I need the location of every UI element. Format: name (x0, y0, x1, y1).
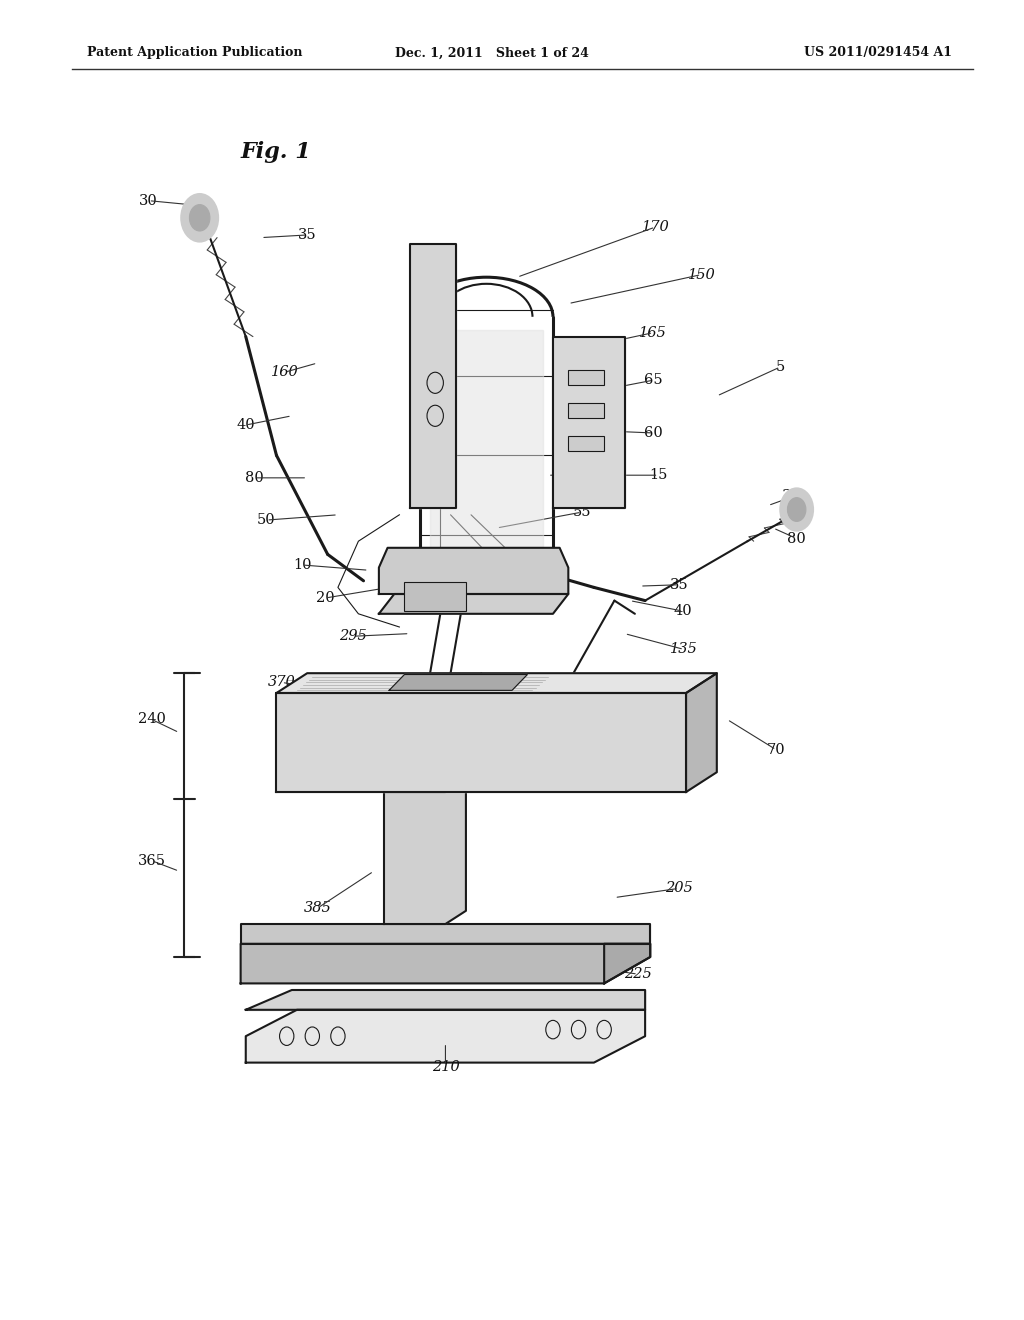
Text: Patent Application Publication: Patent Application Publication (87, 46, 302, 59)
Text: 40: 40 (237, 418, 255, 432)
Text: 410: 410 (598, 730, 627, 743)
Text: 80: 80 (787, 532, 806, 545)
Circle shape (189, 205, 210, 231)
Polygon shape (241, 924, 650, 944)
Text: 135: 135 (670, 643, 698, 656)
Text: 165: 165 (639, 326, 668, 339)
Text: 50: 50 (257, 513, 275, 527)
Polygon shape (241, 944, 650, 983)
Text: 160: 160 (270, 366, 299, 379)
Polygon shape (246, 990, 645, 1010)
Text: 65: 65 (644, 374, 663, 387)
Text: 385: 385 (303, 902, 332, 915)
Text: 30': 30' (782, 490, 805, 503)
Text: 295: 295 (339, 630, 368, 643)
Polygon shape (379, 594, 568, 614)
Text: 80: 80 (245, 471, 263, 484)
Text: Fig. 1: Fig. 1 (241, 141, 311, 162)
Text: 15: 15 (649, 469, 668, 482)
Bar (568, 370, 604, 385)
Text: 70: 70 (767, 743, 785, 756)
Bar (568, 436, 604, 451)
Text: 35: 35 (670, 578, 688, 591)
Text: 150: 150 (687, 268, 716, 281)
Text: 220: 220 (240, 970, 268, 983)
Text: 20: 20 (316, 591, 335, 605)
Polygon shape (686, 673, 717, 792)
Text: 365: 365 (137, 854, 166, 867)
Polygon shape (410, 244, 456, 508)
Text: 40: 40 (674, 605, 692, 618)
Text: 210: 210 (431, 1060, 460, 1073)
Polygon shape (553, 337, 625, 508)
Text: Dec. 1, 2011   Sheet 1 of 24: Dec. 1, 2011 Sheet 1 of 24 (394, 46, 589, 59)
Text: 30: 30 (139, 194, 158, 207)
Text: 5: 5 (775, 360, 785, 374)
Polygon shape (276, 673, 717, 693)
Bar (568, 403, 604, 418)
Text: 205: 205 (665, 882, 693, 895)
Text: 170: 170 (641, 220, 670, 234)
Polygon shape (246, 1010, 645, 1063)
Polygon shape (430, 330, 543, 561)
Text: 225: 225 (624, 968, 652, 981)
Text: 35: 35 (298, 228, 316, 242)
Text: 60: 60 (644, 426, 663, 440)
Circle shape (181, 194, 218, 242)
Polygon shape (384, 785, 466, 924)
Polygon shape (389, 675, 527, 690)
Text: 10: 10 (293, 558, 311, 572)
Circle shape (787, 498, 806, 521)
Text: 215: 215 (270, 941, 299, 954)
Circle shape (780, 488, 813, 531)
Text: 240: 240 (137, 713, 166, 726)
Polygon shape (604, 944, 650, 983)
Polygon shape (384, 785, 466, 792)
Text: 55: 55 (572, 506, 591, 519)
Bar (404, 582, 466, 611)
Text: US 2011/0291454 A1: US 2011/0291454 A1 (804, 46, 952, 59)
Polygon shape (276, 693, 686, 792)
Polygon shape (379, 548, 568, 594)
Text: 370: 370 (267, 676, 296, 689)
